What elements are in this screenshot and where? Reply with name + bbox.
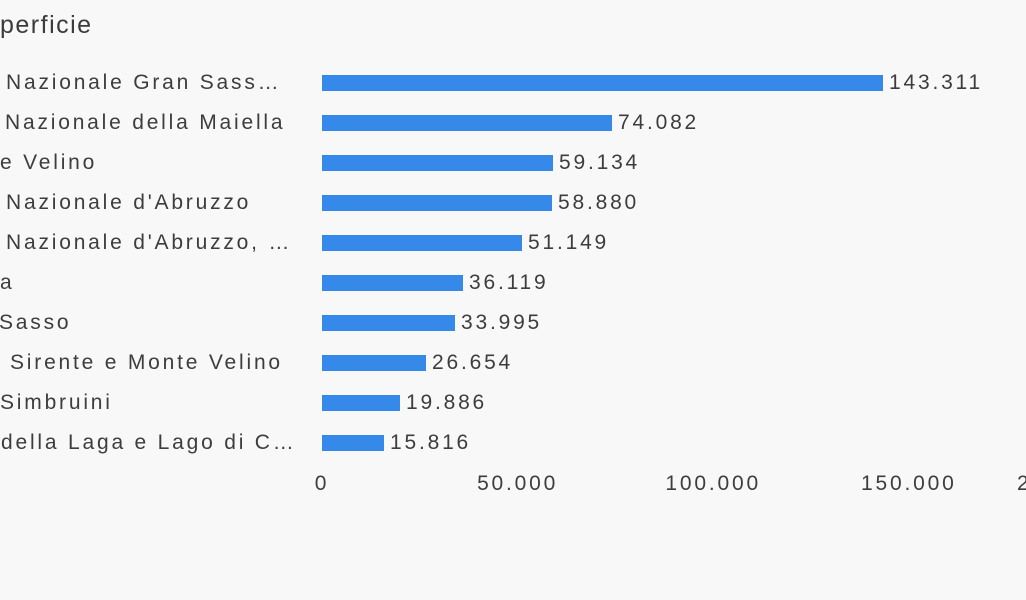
- value-label: 58.880: [558, 191, 640, 214]
- x-axis-partial-tick-label: 2: [1017, 472, 1026, 495]
- category-label: della Laga e Lago di C…: [1, 431, 297, 454]
- bar-row: Nazionale Gran Sass… 143.311: [0, 63, 1026, 103]
- category-label: Nazionale d'Abruzzo: [6, 191, 252, 214]
- bar: [322, 235, 522, 251]
- x-axis: 0 50.000 100.000 150.000 2: [0, 471, 1026, 497]
- bar: [322, 355, 426, 371]
- bar: [322, 275, 463, 291]
- value-label: 33.995: [461, 311, 543, 334]
- x-axis-tick-label: 100.000: [665, 472, 761, 495]
- bar: [322, 155, 553, 171]
- value-label: 74.082: [618, 111, 700, 134]
- value-label: 15.816: [390, 431, 472, 454]
- bar-row: Simbruini 19.886: [0, 383, 1026, 423]
- bar-row: della Laga e Lago di C… 15.816: [0, 423, 1026, 463]
- bar: [322, 75, 883, 91]
- bar-row: Nazionale d'Abruzzo, … 51.149: [0, 223, 1026, 263]
- bar-row: e Velino 59.134: [0, 143, 1026, 183]
- value-label: 26.654: [432, 351, 514, 374]
- x-axis-tick-label: 0: [314, 472, 330, 495]
- category-label: Sasso: [0, 311, 72, 334]
- category-label: a: [0, 271, 15, 294]
- bar: [322, 195, 552, 211]
- value-label: 59.134: [559, 151, 641, 174]
- value-label: 36.119: [469, 271, 549, 294]
- category-label: Nazionale d'Abruzzo, …: [6, 231, 293, 254]
- category-label: Nazionale Gran Sass…: [6, 71, 282, 94]
- x-axis-tick-label: 50.000: [477, 472, 559, 495]
- x-axis-tick-label: 150.000: [861, 472, 957, 495]
- bar-row: Sirente e Monte Velino 26.654: [0, 343, 1026, 383]
- bar-row: Sasso 33.995: [0, 303, 1026, 343]
- value-label: 51.149: [528, 231, 610, 254]
- bar-row: a 36.119: [0, 263, 1026, 303]
- category-label: Nazionale della Maiella: [5, 111, 286, 134]
- bar: [322, 395, 400, 411]
- category-label: Simbruini: [0, 391, 113, 414]
- value-label: 19.886: [406, 391, 488, 414]
- bar-row: Nazionale della Maiella 74.082: [0, 103, 1026, 143]
- bar: [322, 115, 612, 131]
- bar: [322, 435, 384, 451]
- chart-title: perficie: [0, 11, 93, 39]
- bar-row: Nazionale d'Abruzzo 58.880: [0, 183, 1026, 223]
- category-label: Sirente e Monte Velino: [10, 351, 283, 374]
- bar: [322, 315, 455, 331]
- value-label: 143.311: [889, 71, 983, 94]
- category-label: e Velino: [0, 151, 98, 174]
